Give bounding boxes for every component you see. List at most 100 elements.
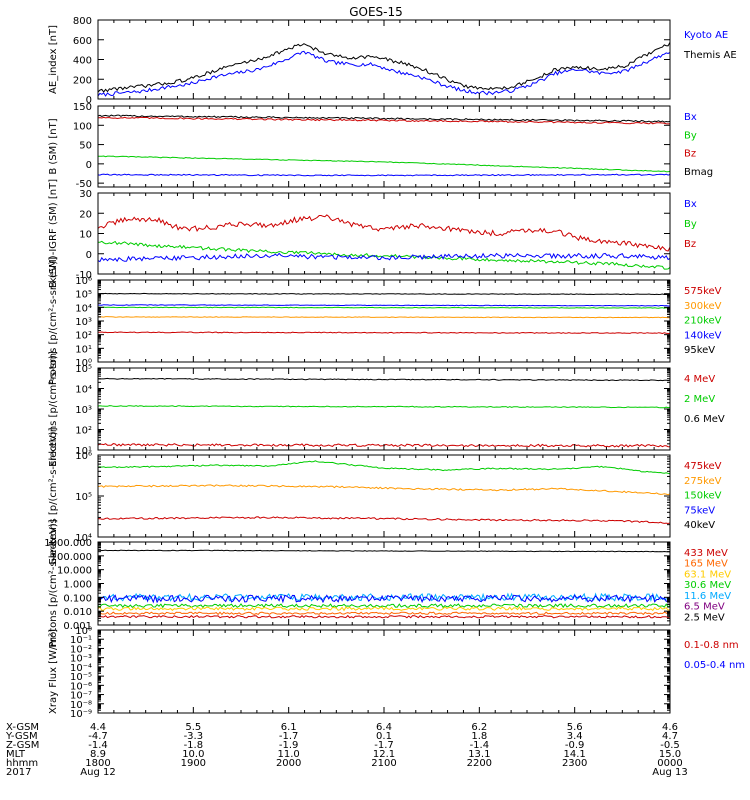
y-tick-label: 0 <box>86 250 92 261</box>
ephemeris-value: 4.7 <box>662 731 678 742</box>
series-line-bx <box>98 173 670 177</box>
ephemeris-value: 1800 <box>85 758 110 769</box>
ephemeris-value: 0.1 <box>376 731 392 742</box>
ephemeris-value: 6.1 <box>281 722 297 733</box>
y-tick-label: 10³ <box>75 317 92 328</box>
panel-6: 10⁴ 10⁵ 10⁶ Electrons [p/(cm²-s-sr-keV)] 475… <box>48 427 722 564</box>
y-tick-label: 30 <box>79 189 92 200</box>
y-tick-label: 10⁴ <box>75 533 92 544</box>
panel-frame <box>97 541 671 626</box>
legend-label: 6.5 MeV <box>684 602 725 613</box>
ephemeris-value: Aug 12 <box>80 767 115 778</box>
panel-frame <box>97 192 671 275</box>
ephemeris-row-label: MLT <box>6 749 26 760</box>
y-tick-label: 200 <box>73 75 92 86</box>
y-axis-label: Electrons [p/(cm²-s-sr-keV)] <box>48 427 59 564</box>
legend-label: 300keV <box>684 301 722 312</box>
y-tick-label: 10⁴ <box>75 385 92 396</box>
y-tick-label: 10⁵ <box>75 492 92 503</box>
legend-label: 40keV <box>684 520 715 531</box>
y-tick-label: -50 <box>76 179 92 190</box>
panel-7: 0.001 0.010 0.100 1.000 10.000 100.000 1000.00… <box>44 519 731 647</box>
panel-frame <box>97 629 671 714</box>
series-line-575kev <box>98 331 670 335</box>
y-tick-label: 1.000 <box>63 580 92 591</box>
series-line-6-5-mev <box>98 594 670 604</box>
y-axis-label: Xray Flux [W/m²] <box>48 629 59 714</box>
ephemeris-value: 8.9 <box>90 749 106 760</box>
y-axis-label: Protons [p/(cm²-s-sr-keV)] <box>48 519 59 647</box>
ephemeris-value: 6.4 <box>376 722 392 733</box>
panel-3: -10 0 10 20 30 B (SM)-IGRF (SM) [nT] Bx By Bz <box>48 179 697 288</box>
legend-label: 75keV <box>684 505 715 516</box>
legend-label: 475keV <box>684 461 722 472</box>
legend-label: By <box>684 130 697 141</box>
ephemeris-value: -1.4 <box>88 740 108 751</box>
legend-label: 63.1 MeV <box>684 569 731 580</box>
y-axis-label: Electrons [p/(cm²-s-sr)] <box>48 351 59 467</box>
series-line-63-1-mev <box>98 606 670 612</box>
ephemeris-value: 1.8 <box>471 731 487 742</box>
y-tick-label: 0.001 <box>63 621 92 632</box>
y-tick-label: 10⁴ <box>75 303 92 314</box>
y-tick-label: 0.010 <box>63 607 92 618</box>
ephemeris-value: 5.5 <box>185 722 201 733</box>
series-line-165-mev <box>98 611 670 616</box>
legend-label: Bz <box>684 149 696 160</box>
ephemeris-value: 2200 <box>467 758 492 769</box>
y-tick-label: 400 <box>73 56 92 67</box>
ephemeris-value: -1.7 <box>374 740 394 751</box>
ephemeris-row-label: 2017 <box>6 767 31 778</box>
panel-traces <box>98 41 670 97</box>
y-tick-label: -10 <box>76 270 92 281</box>
series-line-2-5-mev <box>98 549 670 553</box>
legend-label: By <box>684 219 697 230</box>
y-tick-label: 800 <box>73 16 92 27</box>
plot-title: GOES-15 <box>349 5 403 19</box>
series-line-210kev <box>98 306 670 309</box>
panel-traces <box>98 460 670 525</box>
y-tick-label: 10⁰ <box>75 626 92 637</box>
panel-4: 10⁰ 10¹ 10² 10³ 10⁴ 10⁵ 10⁶ Protons [p/(cm²-s-s… <box>48 257 722 385</box>
y-tick-label: 10 <box>79 230 92 241</box>
y-tick-label: 0 <box>86 95 92 106</box>
ephemeris-value: -0.5 <box>660 740 680 751</box>
y-tick-label: 1000.000 <box>44 538 92 549</box>
panel-1: 0 200 400 600 800 AE_index [nT] Kyoto AE Themis… <box>48 16 737 106</box>
ephemeris-row-label: X-GSM <box>6 722 39 733</box>
legend-label: Bz <box>684 239 696 250</box>
y-tick-label: 600 <box>73 36 92 47</box>
panel-traces <box>98 114 670 177</box>
panel-traces <box>98 214 670 270</box>
y-tick-label: 20 <box>79 209 92 220</box>
ephemeris-value: 15.0 <box>659 749 681 760</box>
legend-label: 0.05-0.4 nm <box>684 660 745 671</box>
ephemeris-value: 4.6 <box>662 722 678 733</box>
y-tick-label: 10⁻⁶ <box>70 681 92 692</box>
legend-label: 433 MeV <box>684 548 728 559</box>
y-axis-label: Protons [p/(cm²-s-sr-keV)] <box>48 257 59 385</box>
ephemeris-value: 1900 <box>181 758 206 769</box>
panel-5: 10¹ 10² 10³ 10⁴ 10⁵ Electrons [p/(cm²-s-sr)] 4… <box>48 351 725 467</box>
y-tick-label: 10⁻⁵ <box>70 672 92 683</box>
legend-label: 140keV <box>684 330 722 341</box>
y-tick-label: 150 <box>73 102 92 113</box>
ephemeris-value: 2300 <box>562 758 587 769</box>
series-line-bmag <box>98 114 670 123</box>
series-line-30-6-mev <box>98 603 670 609</box>
ephemeris-value: 2100 <box>371 758 396 769</box>
y-tick-label: 10⁻⁴ <box>70 663 92 674</box>
ephemeris-value: 13.1 <box>468 749 490 760</box>
panel-frame <box>97 19 671 100</box>
legend-label: Bx <box>684 112 697 123</box>
series-line-95kev <box>98 292 670 296</box>
y-tick-label: 0 <box>86 160 92 171</box>
ephemeris-value: -0.9 <box>565 740 585 751</box>
y-tick-label: 100 <box>73 121 92 132</box>
series-line-bz <box>98 116 670 125</box>
ephemeris-row-label: hhmm <box>6 758 38 769</box>
series-line-bz <box>98 214 670 252</box>
y-tick-label: 10³ <box>75 405 92 416</box>
y-axis-label: B (SM) [nT] <box>48 118 59 174</box>
